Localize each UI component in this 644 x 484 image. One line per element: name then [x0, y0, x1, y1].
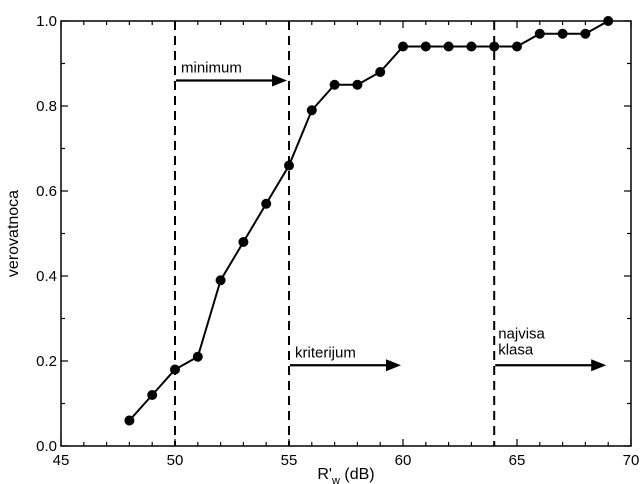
- y-tick-label: 0.8: [36, 98, 57, 115]
- data-point: [603, 16, 614, 26]
- data-point: [284, 160, 294, 171]
- axis-labels: verovatnoca R'w (dB): [5, 190, 375, 484]
- annotation-label: kriterijum: [295, 344, 356, 361]
- x-tick-label: 45: [53, 452, 70, 469]
- data-point: [261, 198, 272, 209]
- data-point: [170, 364, 180, 375]
- data-point: [352, 79, 363, 90]
- y-axis-title: verovatnoca: [5, 190, 22, 277]
- y-tick-label: 0.2: [36, 353, 57, 370]
- data-point: [420, 41, 431, 52]
- data-point: [489, 41, 500, 52]
- y-tick-label: 1.0: [36, 13, 57, 30]
- y-tick-label: 0.4: [36, 268, 57, 285]
- data-point: [215, 275, 226, 286]
- annotation-arrow-head: [386, 359, 401, 372]
- data-point: [306, 105, 317, 116]
- annotation-label: najvisa: [498, 325, 545, 342]
- data-point: [466, 41, 477, 52]
- x-tick-label: 60: [395, 452, 412, 469]
- y-tick-label: 0.0: [36, 438, 57, 455]
- x-axis-title: R'w (dB): [317, 466, 374, 484]
- data-point: [580, 28, 591, 39]
- x-tick-label: 55: [281, 452, 298, 469]
- data-point: [329, 79, 340, 90]
- data-point: [512, 41, 522, 52]
- data-point: [375, 67, 386, 77]
- annotation-arrow-head: [272, 74, 287, 87]
- x-tick-label: 65: [509, 452, 526, 469]
- data-point: [238, 237, 249, 247]
- series-line: [128, 20, 609, 422]
- annotation-label: minimum: [181, 60, 242, 77]
- x-tick-label: 70: [623, 452, 640, 469]
- annotation-arrow-head: [591, 359, 607, 372]
- data-point: [192, 351, 203, 362]
- annotation-label-line2: klasa: [498, 341, 534, 358]
- data-point: [534, 28, 545, 39]
- data-point: [443, 41, 454, 52]
- data-series: [124, 16, 614, 426]
- data-point: [147, 390, 158, 400]
- y-tick-label: 0.6: [36, 183, 57, 200]
- data-point: [124, 415, 135, 426]
- data-point: [557, 28, 568, 39]
- x-tick-label: 50: [167, 452, 184, 469]
- dashed-reference-lines: [174, 21, 496, 446]
- data-point: [398, 41, 408, 52]
